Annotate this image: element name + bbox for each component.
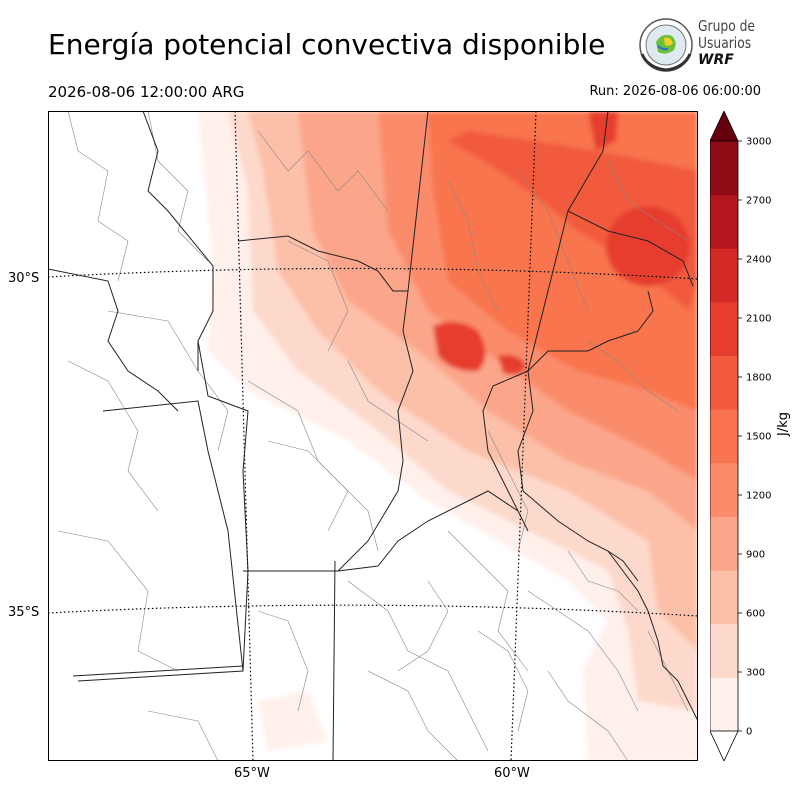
- colorbar-tick-label: 900: [746, 550, 765, 561]
- colorbar-segment: [710, 194, 738, 249]
- colorbar-unit: J/kg: [776, 412, 791, 436]
- lon-label-65w: 65°W: [234, 766, 270, 781]
- boundary-ba-lapampa: [332, 560, 336, 761]
- valid-time-label: 2026-08-06 12:00:00 ARG: [48, 83, 245, 101]
- boundary-west-2: [142, 111, 214, 371]
- cape-max-central: [433, 322, 486, 372]
- colorbar: 0 300 600 900 1200 1500 1800 2100 2400 2700 3000: [710, 111, 771, 761]
- colorbar-segment: [710, 677, 738, 732]
- boundary-santafe-w: [397, 290, 414, 492]
- boundary-santafe-n: [407, 111, 429, 292]
- colorbar-tick-label: 600: [746, 609, 765, 620]
- colorbar-tick-label: 0: [746, 727, 752, 738]
- colorbar-segment: [710, 355, 738, 410]
- logo-text-line2: Usuarios: [698, 34, 752, 52]
- colorbar-tick-label: 1800: [746, 373, 771, 384]
- boundary-lapampa-n: [72, 665, 244, 677]
- colorbar-segments: [710, 111, 739, 761]
- colorbar-segment: [710, 570, 738, 625]
- colorbar-segment: [710, 516, 738, 571]
- colorbar-segment: [710, 141, 738, 196]
- colorbar-tick-label: 2100: [746, 314, 771, 325]
- wrf-logo: Grupo de Usuarios WRF: [638, 16, 768, 76]
- boundary-cordoba-w: [197, 340, 249, 672]
- boundary-cordoba-n: [237, 235, 408, 292]
- colorbar-tick-label: 2700: [746, 196, 771, 207]
- boundary-entrerios: [527, 290, 654, 372]
- colorbar-extend-max: [710, 111, 739, 142]
- cape-band-0-300-south: [258, 691, 328, 751]
- boundary-sanluis: [77, 400, 244, 682]
- boundary-corrientes: [567, 210, 694, 287]
- cape-map: [48, 111, 698, 761]
- lat-35s-line: [48, 604, 698, 617]
- cape-max-north: [588, 111, 618, 151]
- colorbar-tick-label: 3000: [746, 137, 771, 148]
- colorbar-segment: [710, 301, 738, 357]
- colorbar-tick-label: 300: [746, 668, 765, 679]
- colorbar-tick-label: 1500: [746, 432, 771, 443]
- boundary-west-1: [48, 268, 179, 412]
- lat-30s-line: [48, 267, 698, 280]
- province-boundaries: [48, 111, 694, 761]
- map-title: Energía potencial convectiva disponible: [48, 28, 606, 61]
- colorbar-segment: [710, 462, 738, 517]
- run-time-label: Run: 2026-08-06 06:00:00: [589, 84, 761, 99]
- colorbar-ticks: 0 300 600 900 1200 1500 1800 2100 2400 2700 3000: [738, 137, 771, 738]
- map-frame: [48, 111, 698, 761]
- lat-label-30s: 30°S: [8, 271, 40, 286]
- colorbar-extend-min: [710, 730, 739, 761]
- logo-text-line1: Grupo de: [698, 17, 756, 35]
- lon-label-60w: 60°W: [494, 766, 530, 781]
- colorbar-segment: [710, 248, 738, 303]
- colorbar-segment: [710, 409, 738, 464]
- cape-max-central-2: [498, 354, 526, 375]
- coastline: [607, 550, 698, 722]
- cape-max-northeast: [606, 206, 690, 286]
- colorbar-segment: [710, 623, 738, 678]
- boundary-uruguay-river: [517, 370, 639, 582]
- colorbar-tick-label: 1200: [746, 491, 771, 502]
- lon-65w-line: [234, 111, 254, 761]
- boundary-cordoba-s: [243, 490, 399, 572]
- globe-logo-icon: [639, 18, 693, 72]
- logo-text-line3: WRF: [698, 52, 734, 68]
- boundary-buenos-aires: [337, 490, 519, 572]
- lat-label-35s: 35°S: [8, 605, 40, 620]
- colorbar-tick-label: 2400: [746, 255, 771, 266]
